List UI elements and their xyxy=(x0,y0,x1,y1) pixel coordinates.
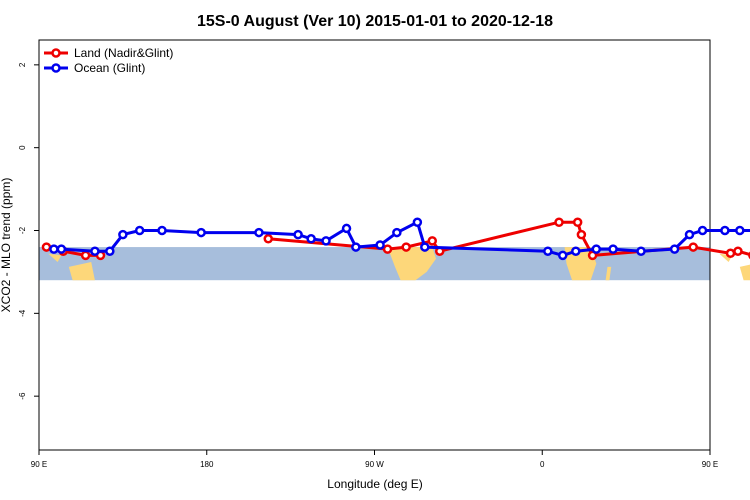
ocean-point xyxy=(375,240,385,250)
legend-land-label: Land (Nadir&Glint) xyxy=(74,46,173,60)
land-point xyxy=(572,217,583,227)
ocean-point xyxy=(306,234,316,244)
land-point xyxy=(263,234,274,244)
ocean-point xyxy=(608,244,618,254)
land-point xyxy=(688,242,698,252)
ocean-point xyxy=(420,242,430,252)
ocean-point xyxy=(697,225,708,236)
ocean-point xyxy=(254,227,264,238)
x-tick-label: 0 xyxy=(540,460,545,469)
ocean-point xyxy=(56,244,67,254)
ocean-point xyxy=(293,229,303,240)
ocean-point xyxy=(105,246,115,256)
land-australia-right xyxy=(739,264,750,281)
ocean-point xyxy=(134,225,145,236)
y-axis-label: XCO2 - MLO trend (ppm) xyxy=(0,178,13,313)
ocean-point xyxy=(735,225,745,236)
ocean-point xyxy=(412,217,423,227)
x-tick-label: 90 W xyxy=(365,460,384,469)
y-tick-label: -2 xyxy=(18,226,27,234)
ocean-point xyxy=(591,244,602,254)
y-tick-label: 2 xyxy=(18,62,27,67)
plot-area: 2 0 -2 -4 -6 90 E 180 90 W 0 90 E Land (Nadir&Glin… xyxy=(18,39,750,469)
land-point xyxy=(725,248,736,259)
ocean-point xyxy=(558,250,568,261)
land-point xyxy=(401,242,411,252)
land-point xyxy=(427,236,438,246)
ocean-point xyxy=(341,223,352,234)
ocean-point xyxy=(157,225,167,236)
land-point xyxy=(80,250,91,261)
ocean-point xyxy=(636,246,646,256)
land-madagascar xyxy=(605,266,612,281)
ocean-point xyxy=(669,244,680,254)
ocean-point xyxy=(351,242,361,252)
legend-ocean-marker xyxy=(51,63,61,73)
chart-title: 15S-0 August (Ver 10) 2015-01-01 to 2020… xyxy=(197,13,553,30)
ocean-point xyxy=(90,246,100,256)
ocean-point xyxy=(571,246,581,256)
ocean-point xyxy=(684,229,695,240)
land-australia-left xyxy=(68,262,95,281)
y-tick-label: 0 xyxy=(18,145,27,150)
land-point xyxy=(41,242,52,252)
land-point xyxy=(554,217,564,227)
ocean-point xyxy=(49,244,59,254)
land-point xyxy=(733,246,743,256)
ocean-point xyxy=(720,225,730,236)
ocean-point xyxy=(321,236,331,246)
land-point xyxy=(382,244,393,254)
x-tick-label: 90 E xyxy=(702,460,718,469)
y-tick-label: -4 xyxy=(18,309,27,317)
ocean-point xyxy=(543,246,553,256)
ocean-point xyxy=(118,229,128,240)
x-axis-label: Longitude (deg E) xyxy=(327,477,422,491)
land-australia-left-islands xyxy=(48,253,62,262)
x-tick-label: 90 E xyxy=(31,460,47,469)
ocean-point xyxy=(196,227,206,238)
legend-ocean-label: Ocean (Glint) xyxy=(74,61,145,75)
y-tick-label: -6 xyxy=(18,392,27,400)
ocean-point xyxy=(392,227,402,238)
land-south-america xyxy=(387,247,436,281)
legend-land-marker xyxy=(51,48,61,58)
x-tick-label: 180 xyxy=(200,460,214,469)
land-point xyxy=(576,229,587,240)
